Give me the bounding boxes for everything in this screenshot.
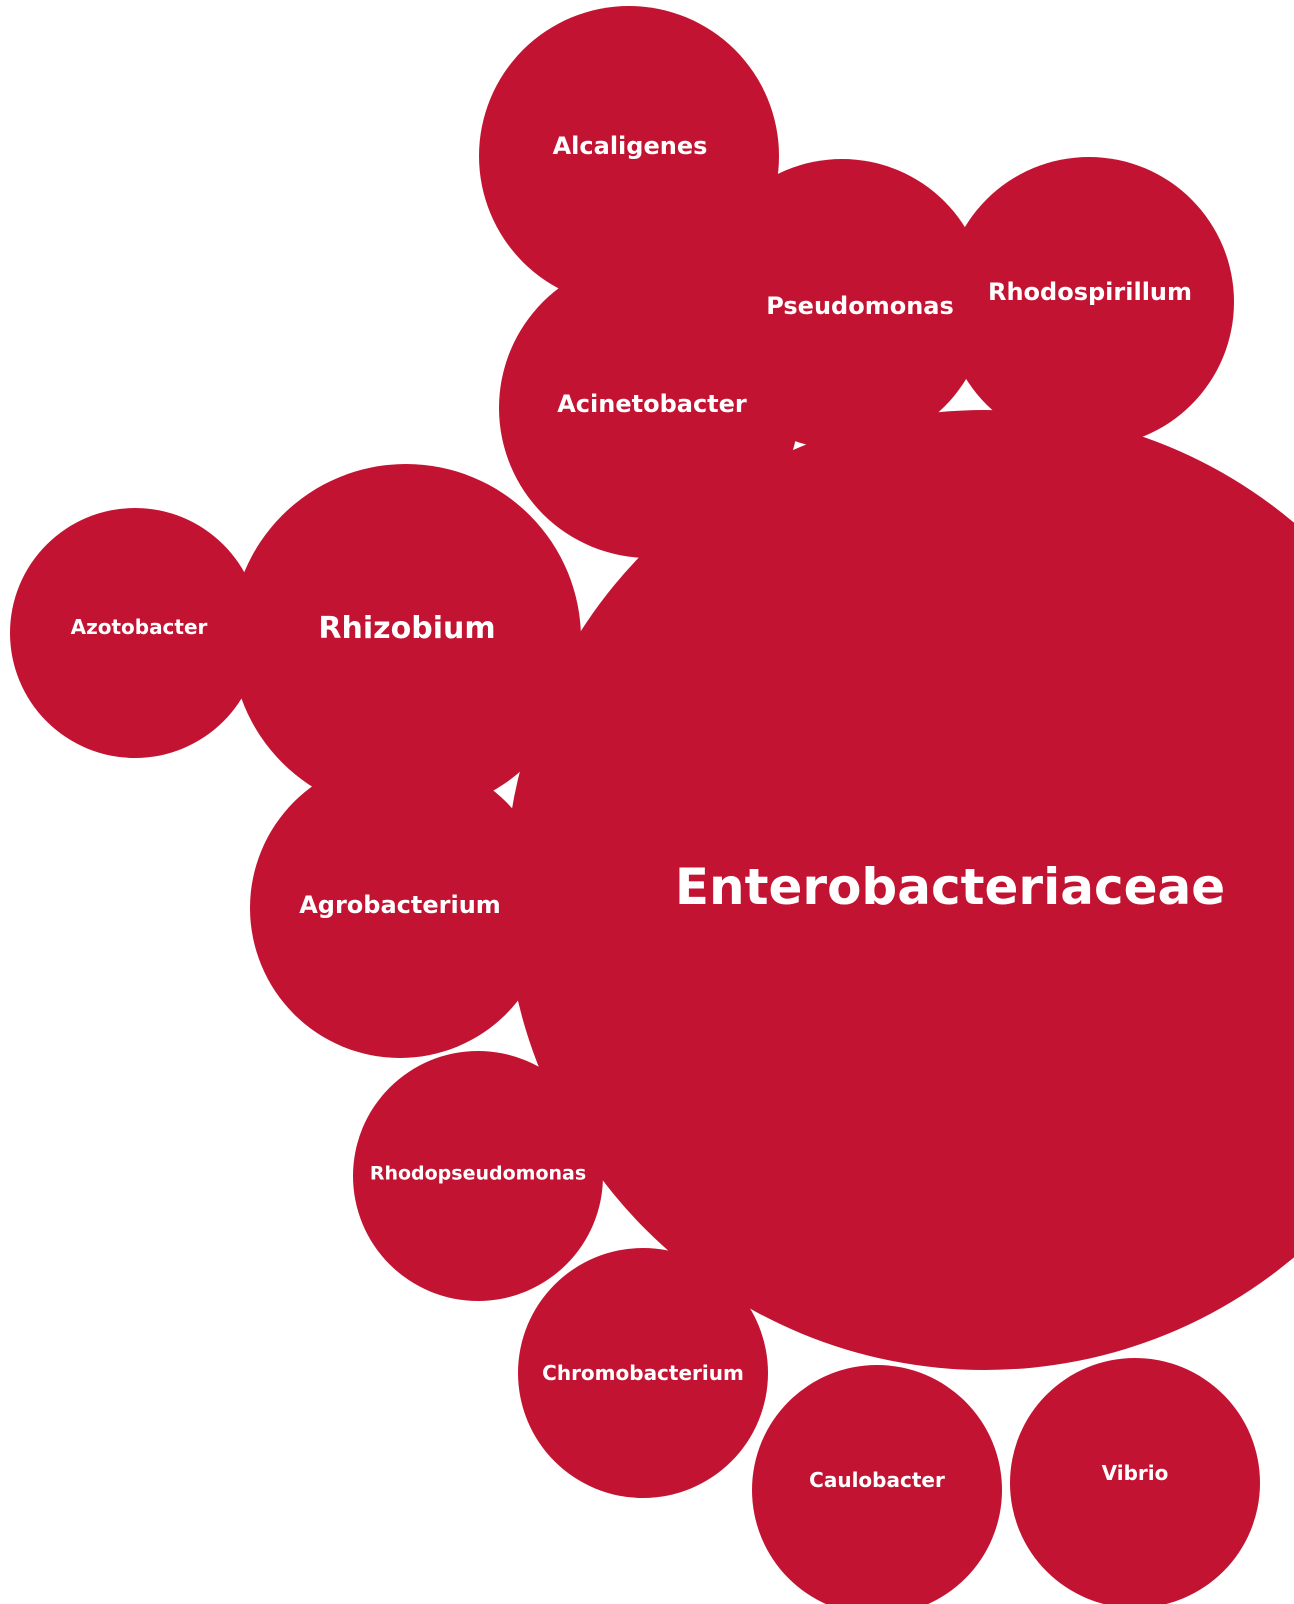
bubble-chromobacterium [518, 1248, 768, 1498]
bubble-rhodopseudomonas [353, 1051, 603, 1301]
bubble-caulobacter [752, 1365, 1002, 1604]
bubble-alcaligenes [479, 6, 779, 306]
label-enterobacteriaceae: Enterobacteriaceae [674, 858, 1226, 916]
label-pseudomonas: Pseudomonas [766, 292, 954, 320]
label-rhizobium: Rhizobium [318, 611, 496, 646]
label-chromobacterium: Chromobacterium [542, 1361, 744, 1385]
bubble-acinetobacter [499, 258, 799, 558]
bubble-rhizobium [231, 464, 581, 814]
bubble-vibrio [1010, 1358, 1260, 1604]
label-rhodopseudomonas: Rhodopseudomonas [369, 1162, 587, 1185]
label-caulobacter: Caulobacter [809, 1468, 945, 1492]
bubble-enterobacteriaceae [505, 410, 1294, 1370]
bubble-rhodospirillum [944, 157, 1234, 447]
label-vibrio: Vibrio [1101, 1461, 1169, 1485]
bubble-azotobacter [10, 508, 260, 758]
label-rhodospirillum: Rhodospirillum [987, 278, 1193, 306]
label-agrobacterium: Agrobacterium [299, 891, 501, 919]
label-azotobacter: Azotobacter [70, 615, 208, 639]
label-alcaligenes: Alcaligenes [552, 132, 708, 160]
bubble-agrobacterium [250, 758, 550, 1058]
label-acinetobacter: Acinetobacter [557, 390, 747, 418]
